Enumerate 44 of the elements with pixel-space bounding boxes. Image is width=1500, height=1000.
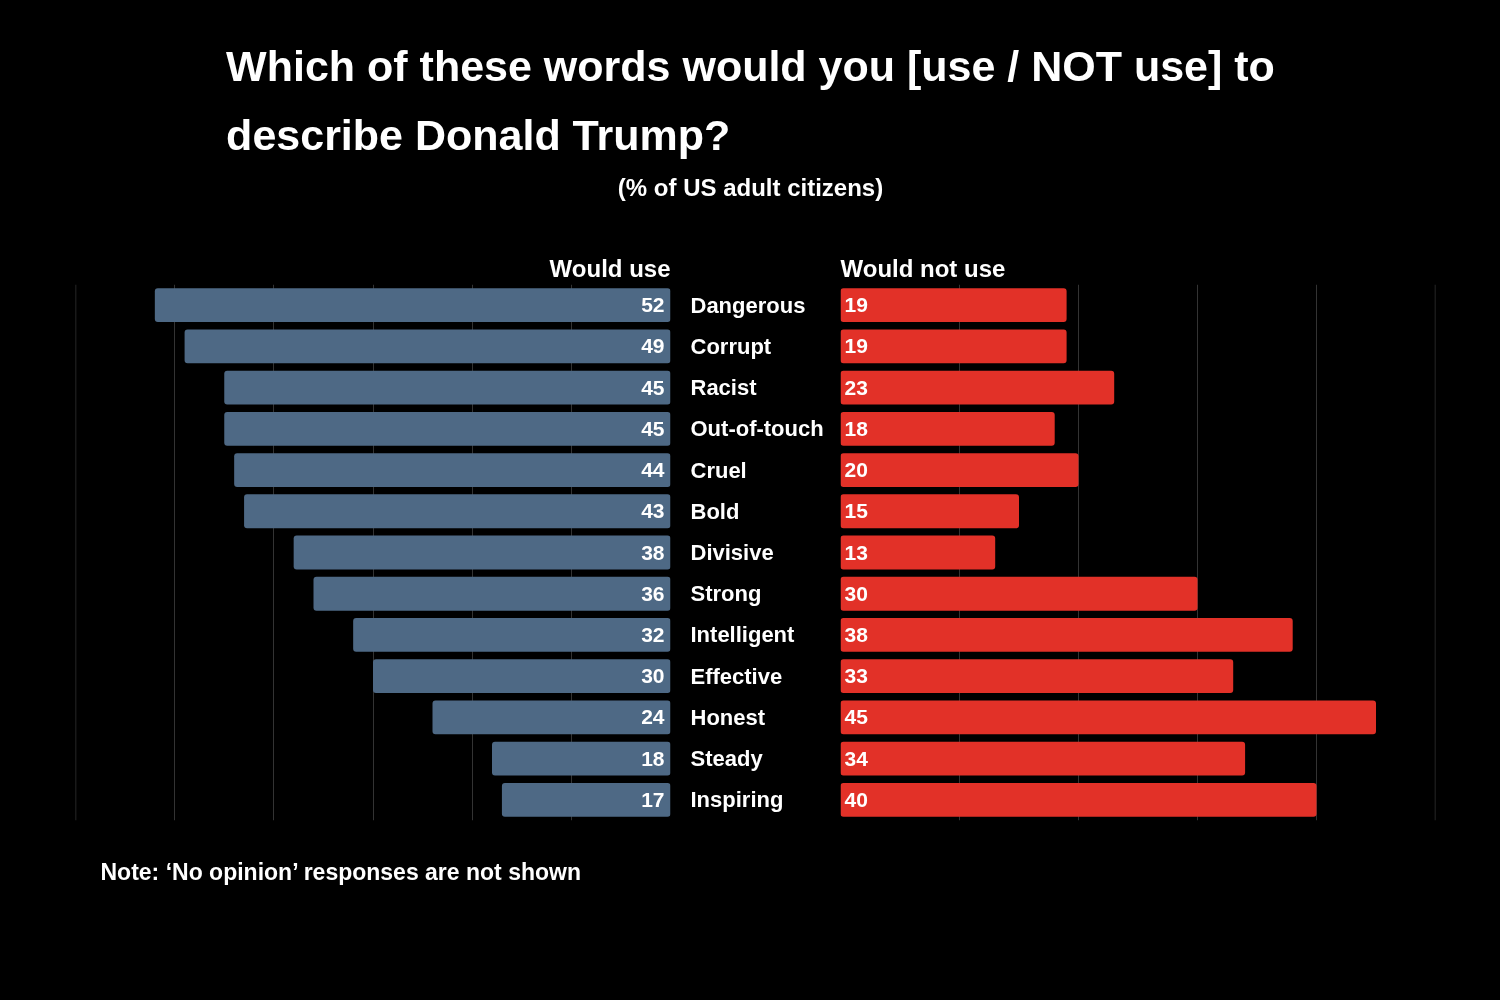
data-label: 18 [844,416,869,440]
y-tick-label: Strong [690,581,762,607]
data-label: 19 [844,334,868,358]
text: Note: ‘No opinion’ responses are not shown [100,858,581,885]
data-label: 45 [641,416,665,440]
data-label: 38 [844,622,869,646]
data-label: 18 [641,746,665,770]
y-tick-label: Inspiring [690,787,784,813]
data-label: 33 [844,664,868,688]
y-tick-label: Cruel [690,457,747,483]
y-tick-label: Honest [690,704,766,730]
y-tick-label: Effective [690,663,783,689]
data-label: 19 [844,293,868,317]
data-label: 34 [844,746,869,770]
text: Which of these words would you [use / NOT use] to describe Donald Trump? [226,41,1275,160]
chart-title: Would use [549,254,671,282]
data-label: 40 [844,787,868,811]
chart-title: Would not use [840,254,1006,282]
data-label: 36 [641,581,665,605]
data-label: 52 [641,293,665,317]
y-tick-label: Racist [690,375,758,401]
y-tick-label: Divisive [690,540,774,565]
y-tick-label: Bold [690,498,740,524]
data-label: 32 [641,622,665,646]
data-label: 30 [641,664,665,688]
data-label: 30 [844,581,868,605]
data-label: 20 [844,458,868,482]
data-label: 17 [641,787,665,811]
data-label: 24 [641,705,665,729]
data-label: 13 [844,540,868,564]
y-tick-label: Intelligent [690,622,796,648]
data-label: 45 [641,375,665,399]
y-tick-label: Out-of-touch [690,416,824,442]
data-label: 43 [641,499,665,523]
y-tick-label: Steady [690,746,764,772]
data-label: 44 [641,458,665,482]
data-label: 45 [844,705,869,729]
y-tick-label: Corrupt [690,333,772,359]
data-label: 15 [844,499,869,523]
data-label: 23 [844,375,868,399]
y-tick-label: Dangerous [690,292,806,318]
data-label: 49 [641,334,665,358]
data-label: 38 [641,540,665,564]
text: (% of US adult citizens) [617,173,884,201]
